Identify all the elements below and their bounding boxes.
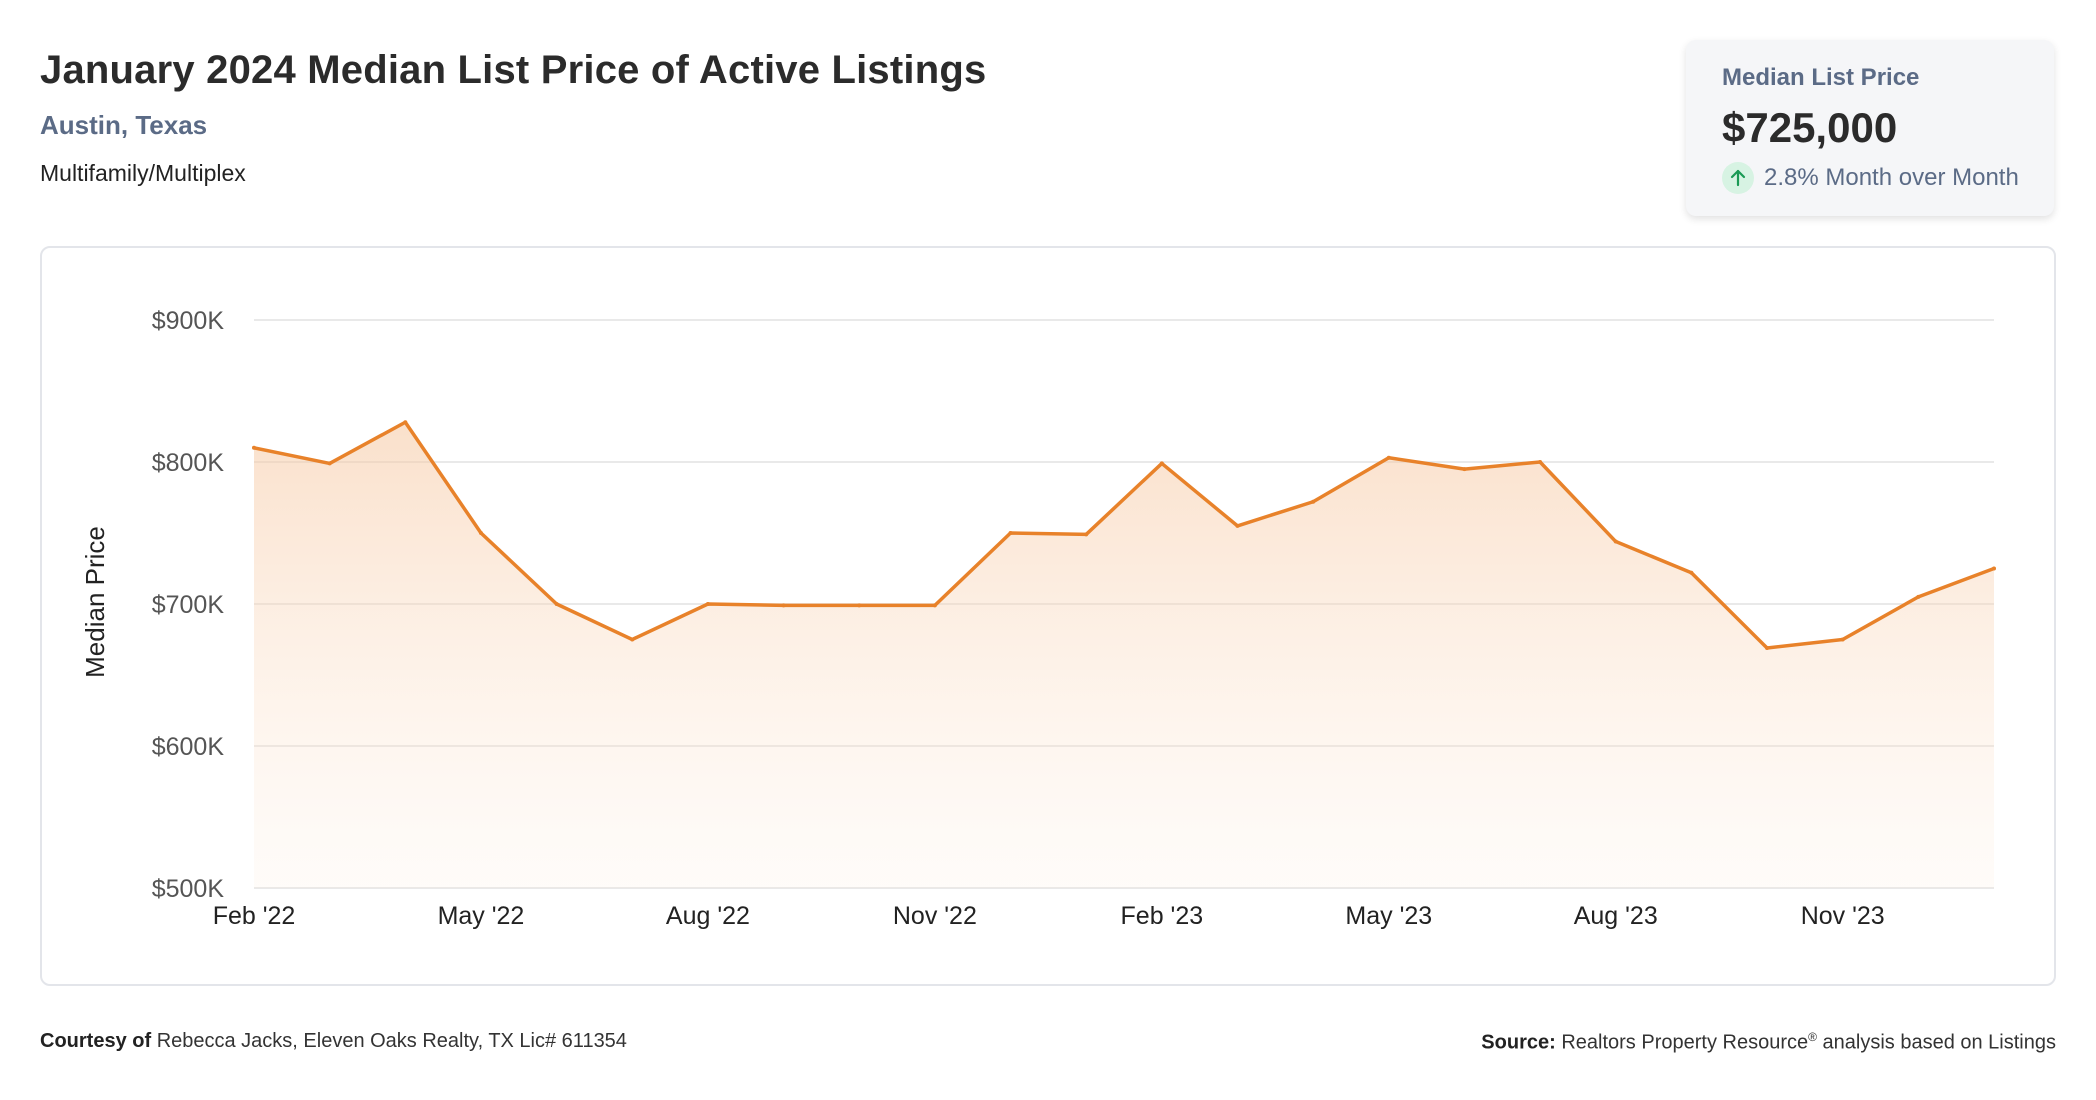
x-tick-label: Nov '23 (1801, 902, 1885, 930)
registered-mark: ® (1808, 1030, 1817, 1044)
source-label: Source: (1481, 1031, 1556, 1054)
location-subtitle: Austin, Texas (40, 110, 208, 140)
x-tick-label: Feb '22 (213, 902, 296, 930)
arrow-up-icon (1722, 162, 1754, 194)
x-tick-label: Aug '22 (666, 902, 750, 930)
data-point (932, 603, 937, 608)
data-point (1613, 539, 1618, 544)
data-point (403, 420, 408, 425)
x-axis-ticks: Feb '22 May '22 Aug '22 Nov '22 Feb '23 May '… (213, 902, 1885, 930)
source-text: Realtors Property Resource (1561, 1031, 1809, 1054)
chart-container: $900K $800K $700K $600K $500K Feb '22 May '22… (40, 246, 2056, 986)
data-point (705, 602, 710, 606)
y-tick-label: $900K (152, 307, 225, 335)
y-axis-label: Median Price (80, 526, 110, 678)
y-tick-label: $700K (152, 591, 225, 619)
data-point (478, 531, 483, 535)
data-point (554, 602, 559, 606)
data-point (1689, 570, 1694, 575)
courtesy-label: Courtesy of (40, 1030, 152, 1052)
area-fill (254, 422, 1994, 888)
y-axis-ticks: $900K $800K $700K $600K $500K (152, 307, 225, 903)
y-tick-label: $800K (152, 449, 225, 477)
y-tick-label: $500K (152, 875, 225, 903)
kpi-change: 2.8% Month over Month (1722, 162, 2019, 194)
source-footer: Source: Realtors Property Resource® anal… (1481, 1030, 2056, 1055)
x-tick-label: May '23 (1345, 902, 1432, 930)
page-title: January 2024 Median List Price of Active… (40, 48, 987, 92)
y-tick-label: $600K (152, 733, 225, 761)
data-point (1840, 637, 1845, 642)
courtesy-footer: Courtesy of Rebecca Jacks, Eleven Oaks R… (40, 1030, 627, 1053)
median-price-card: Median List Price $725,000 2.8% Month ov… (1686, 40, 2054, 216)
series-line (252, 420, 1996, 651)
data-point (252, 445, 256, 450)
data-point (630, 637, 635, 642)
data-point (1538, 460, 1543, 464)
price-chart: $900K $800K $700K $600K $500K Feb '22 May '22… (80, 307, 1996, 930)
data-point (857, 603, 862, 608)
courtesy-text: Rebecca Jacks, Eleven Oaks Realty, TX Li… (156, 1030, 627, 1052)
data-point (1462, 467, 1467, 472)
data-point (1008, 531, 1013, 535)
x-tick-label: May '22 (438, 902, 525, 930)
x-tick-label: Feb '23 (1121, 902, 1204, 930)
data-point (1916, 594, 1921, 599)
source-text-end: analysis based on Listings (1816, 1031, 2057, 1054)
kpi-value: $725,000 (1722, 104, 1898, 151)
data-point (781, 603, 786, 608)
data-point (1159, 461, 1164, 466)
x-tick-label: Nov '22 (893, 902, 977, 930)
data-point (1765, 646, 1770, 651)
kpi-label: Median List Price (1722, 64, 1920, 91)
kpi-change-text: 2.8% Month over Month (1764, 164, 2019, 191)
price-line (252, 420, 1996, 650)
data-point (1235, 523, 1240, 528)
data-point (327, 461, 332, 466)
data-point (1386, 455, 1391, 460)
property-type-label: Multifamily/Multiplex (40, 160, 246, 186)
data-point (1992, 566, 1996, 571)
data-point (1311, 499, 1316, 504)
series-area (254, 422, 1994, 888)
data-point (1084, 532, 1089, 537)
x-tick-label: Aug '23 (1574, 902, 1658, 930)
